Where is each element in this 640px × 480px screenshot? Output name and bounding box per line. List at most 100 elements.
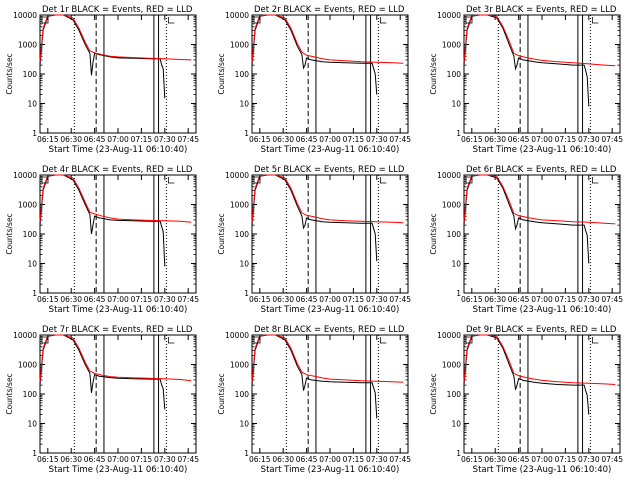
panel-title: Det 9r BLACK = Events, RED = LLD (466, 325, 617, 335)
y-tick-label: 100 (447, 390, 462, 399)
y-tick-label: 10 (27, 260, 37, 269)
y-axis-label: Counts/sec (217, 373, 226, 414)
plot-frame (251, 334, 409, 454)
x-tick-label: 06:30 (60, 455, 82, 464)
y-tick-label: 10000 (13, 331, 37, 340)
lld-rate-line (463, 14, 616, 67)
plot-frame (39, 174, 197, 294)
x-tick-label: 07:00 (107, 295, 129, 304)
y-tick-label: 1000 (442, 361, 461, 370)
x-tick-label: 07:00 (319, 295, 341, 304)
y-tick-label: 1 (244, 289, 249, 298)
detector-panel-9: Det 9r BLACK = Events, RED = LLD 1 10 100 10… (429, 325, 623, 475)
x-tick-label: 07:15 (555, 135, 577, 144)
y-tick-label: 1000 (18, 41, 37, 50)
x-axis-label: Start Time (23-Aug-11 06:10:40) (49, 465, 188, 475)
panel-title: Det 4r BLACK = Events, RED = LLD (42, 165, 193, 175)
plot-frame (463, 334, 621, 454)
x-tick-label: 07:00 (531, 135, 553, 144)
events-rate-line (39, 14, 166, 99)
y-tick-label: 1000 (18, 361, 37, 370)
detector-panel-3: Det 3r BLACK = Events, RED = LLD 1 10 100 10… (429, 5, 623, 155)
gap-marker (465, 336, 473, 344)
gap-marker (41, 176, 49, 184)
x-tick-label: 06:45 (296, 455, 318, 464)
events-rate-line (463, 14, 590, 107)
detector-panel-8: Det 8r BLACK = Events, RED = LLD 1 10 100 10… (217, 325, 411, 475)
gap-marker (591, 337, 599, 344)
lld-rate-line (463, 334, 616, 385)
x-tick-label: 07:30 (154, 295, 176, 304)
y-tick-label: 1 (32, 449, 37, 458)
y-tick-label: 10 (27, 420, 37, 429)
x-tick-label: 06:15 (461, 135, 483, 144)
x-tick-label: 06:15 (249, 295, 271, 304)
x-tick-label: 06:45 (84, 455, 106, 464)
x-tick-label: 06:30 (272, 135, 294, 144)
panel-title: Det 8r BLACK = Events, RED = LLD (254, 325, 405, 335)
y-tick-label: 10 (451, 420, 461, 429)
x-tick-label: 07:45 (601, 455, 623, 464)
y-tick-label: 10 (239, 100, 249, 109)
plot-frame (39, 14, 197, 134)
y-axis-label: Counts/sec (429, 213, 438, 254)
y-tick-label: 100 (23, 230, 38, 239)
y-tick-label: 1 (32, 129, 37, 138)
y-tick-label: 1 (32, 289, 37, 298)
x-tick-label: 07:00 (531, 295, 553, 304)
plot-frame (251, 14, 409, 134)
events-rate-line (463, 334, 590, 415)
x-tick-label: 06:15 (249, 455, 271, 464)
x-tick-label: 06:30 (272, 455, 294, 464)
x-tick-label: 06:45 (508, 455, 530, 464)
x-tick-label: 06:30 (484, 135, 506, 144)
y-tick-label: 10 (239, 260, 249, 269)
x-tick-label: 07:30 (578, 295, 600, 304)
x-tick-label: 07:45 (601, 135, 623, 144)
x-tick-label: 07:30 (154, 135, 176, 144)
gap-marker (591, 177, 599, 184)
y-tick-label: 10000 (225, 11, 249, 20)
y-axis-label: Counts/sec (5, 373, 14, 414)
plot-frame (39, 334, 197, 454)
y-tick-label: 10000 (225, 171, 249, 180)
x-tick-label: 07:45 (601, 295, 623, 304)
x-axis-label: Start Time (23-Aug-11 06:10:40) (49, 145, 188, 155)
x-tick-label: 06:15 (37, 455, 59, 464)
x-axis-label: Start Time (23-Aug-11 06:10:40) (473, 305, 612, 315)
x-tick-label: 07:45 (177, 455, 199, 464)
gap-marker (591, 17, 599, 24)
gap-marker (253, 16, 261, 24)
y-axis-label: Counts/sec (429, 373, 438, 414)
x-tick-label: 07:15 (343, 295, 365, 304)
y-tick-label: 1000 (442, 41, 461, 50)
panel-title: Det 3r BLACK = Events, RED = LLD (466, 5, 617, 15)
y-tick-label: 100 (447, 70, 462, 79)
x-axis-label: Start Time (23-Aug-11 06:10:40) (473, 465, 612, 475)
x-tick-label: 07:15 (131, 295, 153, 304)
gap-marker (379, 337, 387, 344)
y-axis-label: Counts/sec (217, 53, 226, 94)
x-tick-label: 07:00 (107, 135, 129, 144)
detector-panel-5: Det 5r BLACK = Events, RED = LLD 1 10 100 10… (217, 165, 411, 315)
x-tick-label: 06:45 (296, 295, 318, 304)
y-tick-label: 1000 (230, 361, 249, 370)
plot-frame (463, 174, 621, 294)
x-tick-label: 06:45 (508, 135, 530, 144)
detector-panel-6: Det 6r BLACK = Events, RED = LLD 1 10 100 10… (429, 165, 623, 315)
x-tick-label: 06:15 (461, 455, 483, 464)
x-tick-label: 07:30 (154, 455, 176, 464)
x-tick-label: 06:15 (249, 135, 271, 144)
x-tick-label: 07:15 (131, 135, 153, 144)
gap-marker (41, 16, 49, 24)
y-tick-label: 10 (27, 100, 37, 109)
x-tick-label: 06:15 (461, 295, 483, 304)
x-tick-label: 06:15 (37, 135, 59, 144)
y-tick-label: 1000 (442, 201, 461, 210)
x-tick-label: 07:45 (177, 295, 199, 304)
lld-rate-line (251, 174, 404, 224)
x-axis-label: Start Time (23-Aug-11 06:10:40) (473, 145, 612, 155)
gap-marker (253, 336, 261, 344)
panel-title: Det 7r BLACK = Events, RED = LLD (42, 325, 193, 335)
x-tick-label: 06:30 (484, 295, 506, 304)
